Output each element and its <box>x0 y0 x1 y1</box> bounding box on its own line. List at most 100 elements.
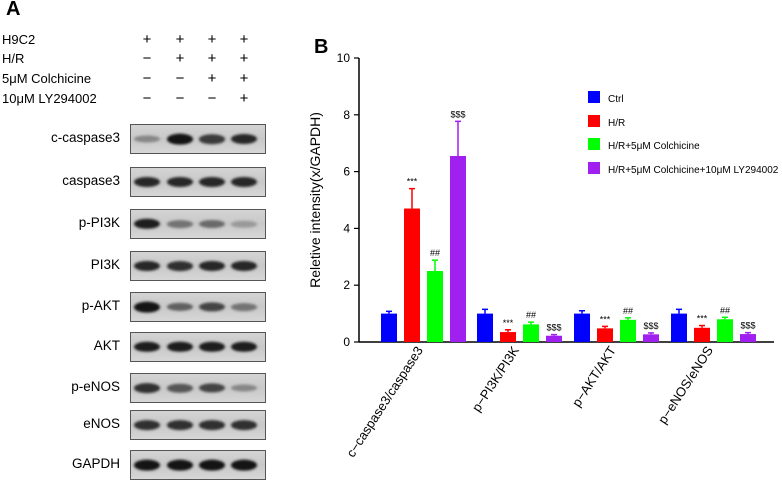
blot-image <box>130 209 266 239</box>
blot-band <box>231 303 257 311</box>
blot-band <box>231 341 257 353</box>
blot-band <box>134 135 160 143</box>
treatment-sign: + <box>239 90 249 107</box>
blot-band <box>134 218 160 230</box>
blot-label: GAPDH <box>71 456 120 471</box>
blot-band <box>231 220 257 228</box>
blot-image <box>130 410 266 440</box>
significance-mark: $$$ <box>450 109 465 119</box>
blot-image <box>130 292 266 322</box>
significance-mark: $$$ <box>643 321 658 331</box>
treatment-sign: + <box>239 70 249 87</box>
x-category-label: p−PI3K/PI3K <box>469 343 522 414</box>
significance-mark: *** <box>697 314 708 324</box>
blot-band <box>199 459 225 471</box>
treatment-sign: − <box>142 70 152 87</box>
y-tick-label: 2 <box>343 278 350 292</box>
treatment-sign: − <box>207 90 217 107</box>
treatment-sign: + <box>239 50 249 67</box>
blot-band <box>231 420 257 430</box>
y-axis-label: Reletive intensity(x/GAPDH) <box>307 112 323 288</box>
bar <box>694 327 710 342</box>
legend-swatch <box>588 162 600 174</box>
x-category-label: p−eNOS/eNOS <box>655 343 716 426</box>
blot-band <box>199 260 225 272</box>
bar <box>404 208 420 342</box>
legend-label: Ctrl <box>608 94 624 105</box>
bar <box>546 335 562 342</box>
y-tick-label: 0 <box>343 335 350 349</box>
bar <box>574 313 590 342</box>
bar <box>381 313 397 342</box>
bar <box>523 324 539 342</box>
blot-band <box>199 220 225 228</box>
x-category-label: p−AKT/AKT <box>569 343 619 409</box>
treatment-label: 10μM LY294002 <box>2 91 97 106</box>
x-category-label: c−caspase3/caspase3 <box>343 343 426 459</box>
significance-mark: $$$ <box>740 321 755 331</box>
legend-swatch <box>588 91 600 103</box>
significance-mark: ## <box>623 306 633 316</box>
treatment-sign: + <box>175 31 185 48</box>
blot-band <box>167 220 193 228</box>
blot-label: eNOS <box>83 416 120 431</box>
treatment-label: H/R <box>2 51 25 66</box>
treatment-label: 5μM Colchicine <box>2 71 92 86</box>
blot-band <box>199 302 225 312</box>
treatment-sign: − <box>142 90 152 107</box>
blot-band <box>199 134 225 144</box>
blot-band <box>231 384 257 392</box>
significance-mark: *** <box>503 318 514 328</box>
blot-band <box>199 341 225 353</box>
blot-band <box>199 420 225 430</box>
blot-band <box>231 459 257 471</box>
y-tick-label: 10 <box>337 51 351 65</box>
significance-mark: ## <box>430 248 440 258</box>
blot-label: p-PI3K <box>78 215 120 230</box>
y-tick-label: 8 <box>343 108 350 122</box>
blot-band <box>134 420 160 430</box>
bar <box>717 319 733 342</box>
legend-label: H/R+5μM Colchicine <box>608 141 700 152</box>
bar <box>477 313 493 342</box>
blot-label: p-AKT <box>81 298 120 313</box>
blot-image <box>130 450 266 480</box>
treatment-sign: − <box>175 90 185 107</box>
y-tick-label: 6 <box>343 165 350 179</box>
panel-label-a: A <box>6 0 21 20</box>
significance-mark: ## <box>526 310 536 320</box>
blot-label: AKT <box>93 338 120 353</box>
significance-mark: $$$ <box>546 323 561 333</box>
bar <box>450 155 466 342</box>
significance-mark: *** <box>600 314 611 324</box>
blot-band <box>134 260 160 272</box>
blot-image <box>130 251 266 281</box>
treatment-label: H9C2 <box>2 32 36 47</box>
blot-band <box>167 341 193 353</box>
blot-band <box>134 459 160 471</box>
blot-band <box>167 302 193 312</box>
y-tick-label: 4 <box>343 221 350 235</box>
blot-band <box>167 459 193 471</box>
blot-image <box>130 373 266 403</box>
legend-swatch <box>588 115 600 127</box>
bar-chart: Reletive intensity(x/GAPDH) 0 2 4 6 8 10 *** ##… <box>307 51 779 460</box>
bar <box>620 319 636 342</box>
bar <box>740 334 756 342</box>
legend-label: H/R+5μM Colchicine+10μM LY294002 <box>608 165 779 176</box>
treatment-sign: − <box>175 70 185 87</box>
blot-band <box>134 176 160 188</box>
legend-label: H/R <box>608 118 625 129</box>
blot-label: caspase3 <box>62 173 120 188</box>
blot-band <box>134 383 160 393</box>
bar <box>500 332 516 342</box>
treatment-sign: + <box>142 31 152 48</box>
blot-band <box>231 176 257 188</box>
treatment-sign: − <box>142 50 152 67</box>
blot-band <box>167 176 193 188</box>
blot-band <box>167 420 193 430</box>
treatment-sign: + <box>207 31 217 48</box>
blot-band <box>134 341 160 353</box>
blot-image <box>130 124 266 154</box>
blot-band <box>167 133 193 145</box>
